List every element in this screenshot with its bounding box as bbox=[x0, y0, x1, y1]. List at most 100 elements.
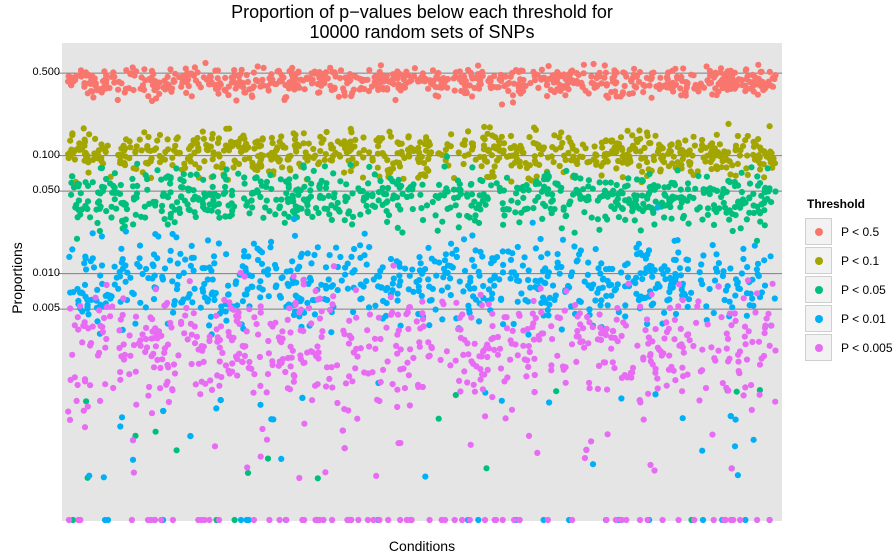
data-point bbox=[417, 260, 424, 267]
data-point bbox=[311, 251, 318, 259]
data-point bbox=[661, 214, 668, 221]
data-point bbox=[621, 82, 628, 90]
data-point bbox=[310, 167, 317, 174]
data-point bbox=[178, 184, 185, 191]
data-point bbox=[688, 289, 695, 296]
data-point bbox=[716, 141, 724, 148]
data-point bbox=[312, 70, 319, 77]
data-point bbox=[699, 136, 706, 144]
data-point bbox=[519, 148, 526, 155]
data-point bbox=[444, 84, 451, 91]
data-point bbox=[598, 172, 605, 179]
data-point bbox=[563, 167, 570, 174]
data-point bbox=[627, 146, 634, 153]
data-point bbox=[380, 190, 388, 198]
data-point bbox=[619, 146, 626, 154]
data-point bbox=[480, 142, 488, 149]
data-point bbox=[475, 516, 482, 524]
data-point bbox=[250, 516, 257, 524]
data-point bbox=[154, 255, 161, 262]
data-point bbox=[510, 516, 518, 524]
data-point bbox=[764, 165, 771, 172]
data-point bbox=[680, 212, 688, 220]
legend-item: P < 0.005 bbox=[805, 333, 893, 362]
data-point bbox=[732, 147, 739, 154]
data-point bbox=[744, 264, 751, 271]
data-point bbox=[522, 297, 529, 304]
data-point bbox=[294, 82, 301, 89]
data-point bbox=[198, 378, 205, 385]
data-point bbox=[248, 365, 255, 372]
data-point bbox=[349, 221, 356, 228]
data-point bbox=[389, 71, 397, 78]
data-point bbox=[260, 64, 267, 71]
data-point bbox=[677, 325, 684, 332]
data-point bbox=[300, 77, 307, 84]
data-point bbox=[208, 386, 216, 393]
data-point bbox=[554, 69, 561, 76]
data-point bbox=[300, 328, 307, 335]
data-point bbox=[200, 176, 207, 183]
data-point bbox=[384, 218, 391, 225]
data-point bbox=[524, 357, 531, 364]
data-point bbox=[654, 204, 661, 211]
data-point bbox=[532, 126, 540, 133]
data-point bbox=[508, 178, 515, 185]
data-point bbox=[725, 387, 732, 394]
data-point bbox=[646, 82, 653, 89]
data-point bbox=[152, 286, 159, 293]
data-point bbox=[271, 261, 279, 269]
data-point bbox=[419, 316, 427, 323]
data-point bbox=[469, 93, 476, 100]
data-point bbox=[346, 148, 353, 155]
data-point bbox=[168, 324, 175, 331]
data-point bbox=[425, 339, 432, 346]
data-point bbox=[342, 198, 349, 205]
data-point bbox=[373, 472, 380, 479]
data-point bbox=[317, 192, 324, 199]
data-point bbox=[658, 352, 665, 359]
data-point bbox=[505, 87, 512, 94]
data-point bbox=[731, 443, 739, 450]
data-point bbox=[409, 206, 416, 213]
data-point bbox=[268, 71, 275, 78]
data-point bbox=[513, 277, 521, 284]
data-point bbox=[195, 195, 202, 202]
data-point bbox=[330, 293, 337, 300]
data-point bbox=[471, 263, 478, 270]
data-point bbox=[609, 359, 616, 366]
data-point bbox=[364, 327, 371, 334]
data-point bbox=[510, 320, 517, 328]
data-point bbox=[297, 352, 304, 359]
data-point bbox=[624, 274, 632, 281]
data-point bbox=[662, 276, 669, 283]
data-point bbox=[520, 76, 527, 84]
data-point bbox=[608, 292, 615, 299]
data-point bbox=[243, 516, 250, 524]
data-point bbox=[646, 262, 653, 269]
data-point bbox=[144, 143, 151, 150]
data-point bbox=[624, 151, 631, 158]
data-point bbox=[122, 216, 129, 223]
data-point bbox=[721, 148, 728, 155]
data-point bbox=[111, 263, 118, 270]
data-point bbox=[727, 171, 734, 178]
data-point bbox=[435, 69, 442, 77]
data-point bbox=[508, 406, 516, 413]
data-point bbox=[182, 256, 189, 263]
data-point bbox=[107, 180, 114, 187]
data-point bbox=[710, 309, 717, 317]
data-point bbox=[436, 181, 443, 188]
data-point bbox=[618, 516, 625, 524]
data-point bbox=[302, 149, 309, 156]
data-point bbox=[315, 89, 322, 96]
data-point bbox=[602, 69, 610, 76]
data-point bbox=[679, 292, 686, 299]
data-point bbox=[102, 344, 109, 351]
data-point bbox=[674, 237, 681, 244]
data-point bbox=[248, 92, 255, 99]
data-point bbox=[191, 64, 198, 71]
data-point bbox=[678, 194, 685, 201]
data-point bbox=[122, 153, 129, 160]
chart-title-line-1: Proportion of p−values below each thresh… bbox=[231, 2, 613, 22]
